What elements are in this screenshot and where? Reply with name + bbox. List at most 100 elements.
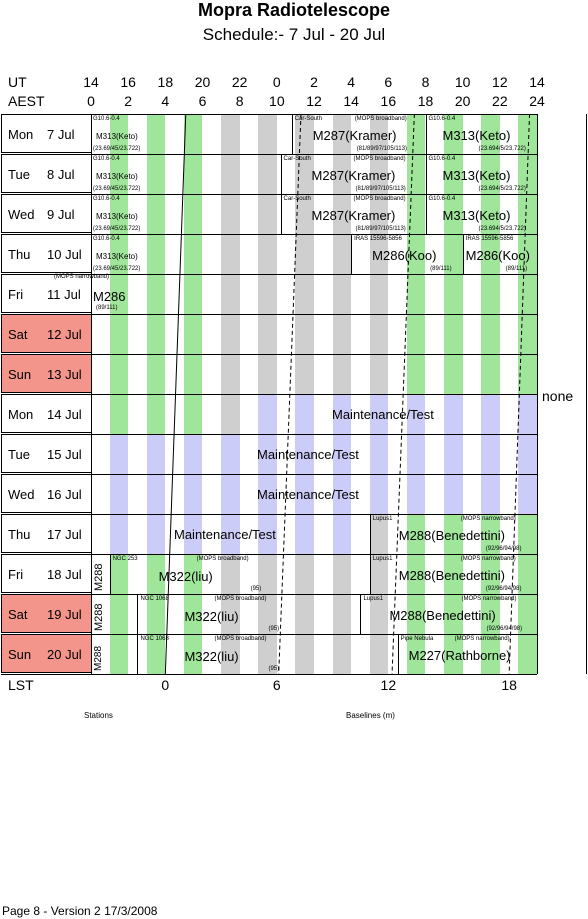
project-name: M287(Kramer) [311, 208, 396, 223]
backend: (MOPS broadband) [214, 636, 267, 642]
time-stripe [332, 314, 352, 354]
project-name: M313(Keto) [442, 168, 511, 183]
none-label: none [542, 388, 574, 404]
backend: (MOPS broadband) [354, 116, 407, 122]
observation-block: NGC 1068 (MOPS broadband) M322(liu) (95) [137, 595, 286, 634]
time-stripe [146, 354, 166, 394]
day-label: Sun 13 Jul [1, 354, 92, 393]
time-stripe [481, 394, 500, 434]
baselines: (23.69/45/23.722) [93, 266, 141, 272]
time-stripe [258, 354, 277, 394]
aest-tick: 6 [198, 93, 207, 109]
page-info: Page 8 - Version 2 17/3/2008 [2, 904, 158, 918]
day-label: Sat 12 Jul [1, 314, 92, 353]
baselines: (23.694/5/23.722) [478, 226, 526, 232]
time-stripe [332, 154, 352, 194]
source-name: G10.6-0.4 [93, 156, 120, 162]
observation-block: M288 [91, 555, 110, 594]
time-stripe [146, 274, 166, 314]
time-stripe [146, 114, 166, 154]
time-stripe [183, 394, 203, 434]
time-stripe [221, 514, 240, 554]
time-stripe [444, 474, 463, 514]
time-stripe [295, 554, 314, 594]
project-name: M322(liu) [184, 609, 239, 624]
time-stripe [258, 274, 277, 314]
time-stripe [258, 554, 277, 594]
time-stripe [146, 194, 166, 234]
day-of-week: Fri [8, 287, 24, 302]
stations-label: Stations [84, 711, 113, 720]
time-stripe [221, 114, 240, 154]
time-stripe [481, 114, 500, 154]
row-divider [1, 474, 537, 475]
project-name: M288(Benedettini) [398, 568, 505, 583]
observation-block: G10.6-0.4 M313(Keto) (23.694/5/23.722) [425, 155, 538, 194]
row-divider [1, 434, 537, 435]
day-of-week: Wed [8, 207, 35, 222]
time-stripe [258, 514, 277, 554]
time-stripe [109, 354, 129, 394]
time-stripe [258, 314, 277, 354]
baselines: (23.69/45/23.722) [93, 146, 141, 152]
ut-tick: 8 [421, 74, 430, 90]
day-label: Thu 17 Jul [1, 514, 92, 553]
day-of-week: Wed [8, 487, 35, 502]
time-stripe [221, 274, 240, 314]
time-stripe [295, 274, 314, 314]
time-stripe [146, 554, 166, 594]
day-of-week: Tue [8, 447, 30, 462]
lst-tick: 6 [272, 677, 281, 693]
time-stripe [221, 594, 240, 634]
observation-block: Pipe Nebula (MOPS narrowband) M227(Rathbor… [397, 635, 537, 674]
time-stripe [295, 594, 314, 634]
baselines: (89/111) [430, 266, 452, 272]
observation-block: Lupus1 (MOPS narrowband) M288(Benedettini)… [369, 555, 537, 594]
time-stripe [369, 234, 389, 274]
time-stripe [183, 514, 203, 554]
time-stripe [258, 594, 277, 634]
time-stripe [406, 354, 426, 394]
ut-tick: 14 [529, 74, 545, 90]
observation-block: G10.6-0.4 M313(Keto) (23.69/45/23.722) [91, 235, 152, 274]
observation-block: NGC 1068 (MOPS broadband) M322(liu) (95) [137, 635, 286, 674]
observation-block: NGC 253 (MOPS broadband) M322(liu) (95) [109, 555, 272, 594]
time-stripe [332, 194, 352, 234]
source-name: IRAS 15596-5856 [465, 236, 514, 242]
time-stripe [369, 314, 389, 354]
time-stripe [109, 514, 129, 554]
time-stripe [481, 514, 500, 554]
time-stripe [481, 554, 500, 594]
time-stripe [481, 234, 500, 274]
time-stripe [444, 274, 463, 314]
ut-tick: 20 [194, 74, 211, 90]
time-stripe [146, 634, 166, 674]
time-stripe [146, 514, 166, 554]
time-stripe [295, 514, 314, 554]
row-divider [1, 634, 537, 635]
time-stripe [332, 394, 352, 434]
day-date: 17 Jul [47, 527, 82, 542]
project-name: M287(Kramer) [312, 128, 397, 143]
time-stripe [332, 474, 352, 514]
observation-block: Lupus1 (MOPS narrowband) M288(Benedettini)… [360, 595, 537, 634]
backend: (MOPS broadband) [353, 196, 406, 202]
time-stripe [444, 554, 463, 594]
day-date: 10 Jul [47, 247, 82, 262]
time-stripe [444, 634, 463, 674]
time-stripe [146, 154, 166, 194]
time-stripe [406, 474, 426, 514]
day-date: 19 Jul [47, 607, 82, 622]
project-name: M288(Benedettini) [398, 528, 505, 543]
time-stripe [295, 634, 314, 674]
time-stripe [221, 474, 240, 514]
time-stripe [369, 434, 389, 474]
row-divider [1, 514, 537, 515]
schedule-subtitle: Schedule:- 7 Jul - 20 Jul [202, 25, 386, 44]
time-stripe [258, 474, 277, 514]
time-stripe [258, 154, 277, 194]
time-stripe [109, 274, 129, 314]
row-divider [1, 314, 537, 315]
time-stripe [369, 554, 389, 594]
observation-block: G10.6-0.4 M313(Keto) (23.694/5/23.722) [425, 115, 538, 154]
